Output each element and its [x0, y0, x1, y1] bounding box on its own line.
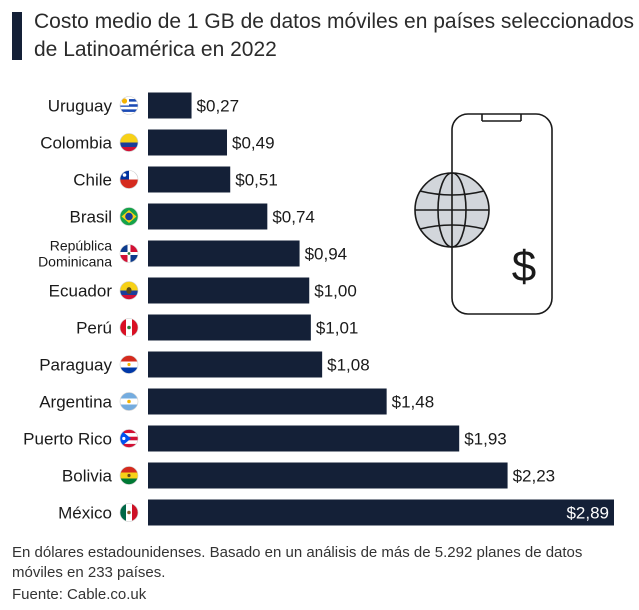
bar	[148, 425, 460, 452]
phone-globe-dollar-icon: $	[414, 113, 553, 315]
category-label: Brasil	[69, 208, 112, 227]
value-label: $2,23	[513, 467, 556, 486]
category-label: Ecuador	[49, 282, 113, 301]
value-label: $1,00	[314, 282, 357, 301]
bar	[148, 240, 300, 267]
flag-ecuador-icon	[119, 281, 139, 300]
value-label: $1,93	[464, 430, 507, 449]
bar-chart: $ Uruguay $0,27 Colombia $0,49 Chile $0,51 Bra…	[23, 92, 614, 526]
value-label: $2,89	[566, 504, 609, 523]
bar	[148, 129, 228, 156]
flag-chile-icon	[119, 170, 139, 189]
category-label: Bolivia	[62, 467, 113, 486]
bar-row: Uruguay $0,27	[48, 92, 240, 119]
chart-title: Costo medio de 1 GB de datos móviles en …	[34, 10, 635, 61]
flag-dominican-republic-icon	[119, 244, 139, 263]
category-label: República Dominicana	[38, 238, 112, 270]
value-label: $0,51	[235, 171, 278, 190]
flag-paraguay-icon	[119, 355, 139, 374]
bar-row: Perú $1,01	[76, 314, 359, 341]
bar-row: Chile $0,51	[73, 166, 278, 193]
value-label: $0,94	[305, 245, 348, 264]
value-label: $1,48	[392, 393, 435, 412]
bar	[148, 462, 508, 489]
bar-row: México $2,89	[58, 499, 614, 526]
flag-uruguay-icon	[119, 96, 139, 115]
bar-row: Puerto Rico $1,93	[23, 425, 507, 452]
bar	[148, 203, 268, 230]
bar	[148, 499, 614, 526]
bar	[148, 166, 231, 193]
bar	[148, 277, 310, 304]
category-label: Uruguay	[48, 97, 113, 116]
bar-row: Brasil $0,74	[69, 203, 315, 230]
flag-colombia-icon	[119, 133, 139, 152]
chart-footer: En dólares estadounidenses. Basado en un…	[12, 543, 632, 605]
flag-bolivia-icon	[119, 466, 139, 485]
bar	[148, 388, 387, 415]
flag-brazil-icon	[119, 207, 139, 226]
category-label: Puerto Rico	[23, 430, 112, 449]
dollar-sign-icon: $	[512, 242, 536, 291]
flag-mexico-icon	[119, 503, 139, 522]
value-label: $1,08	[327, 356, 370, 375]
bar-row: Bolivia $2,23	[62, 462, 556, 489]
category-label: Chile	[73, 171, 112, 190]
footer-source: Fuente: Cable.co.uk	[12, 586, 147, 603]
footer-note: En dólares estadounidenses. Basado en un…	[12, 544, 583, 581]
bar	[148, 314, 311, 341]
bar-row: Colombia $0,49	[40, 129, 275, 156]
title-accent-bar	[12, 12, 22, 60]
bar-row: Paraguay $1,08	[39, 351, 370, 378]
flag-puerto-rico-icon	[119, 429, 139, 448]
bar-row: República Dominicana $0,94	[38, 238, 347, 270]
flag-argentina-icon	[119, 392, 139, 411]
value-label: $0,49	[232, 134, 275, 153]
value-label: $0,74	[272, 208, 315, 227]
category-label: Perú	[76, 319, 112, 338]
category-label: Argentina	[39, 393, 112, 412]
value-label: $1,01	[316, 319, 359, 338]
bar	[148, 351, 323, 378]
value-label: $0,27	[197, 97, 240, 116]
category-label: Colombia	[40, 134, 112, 153]
bar	[148, 92, 192, 119]
category-label: Paraguay	[39, 356, 112, 375]
flag-peru-icon	[119, 318, 139, 337]
bar-row: Argentina $1,48	[39, 388, 435, 415]
category-label: México	[58, 504, 112, 523]
bar-row: Ecuador $1,00	[49, 277, 357, 304]
